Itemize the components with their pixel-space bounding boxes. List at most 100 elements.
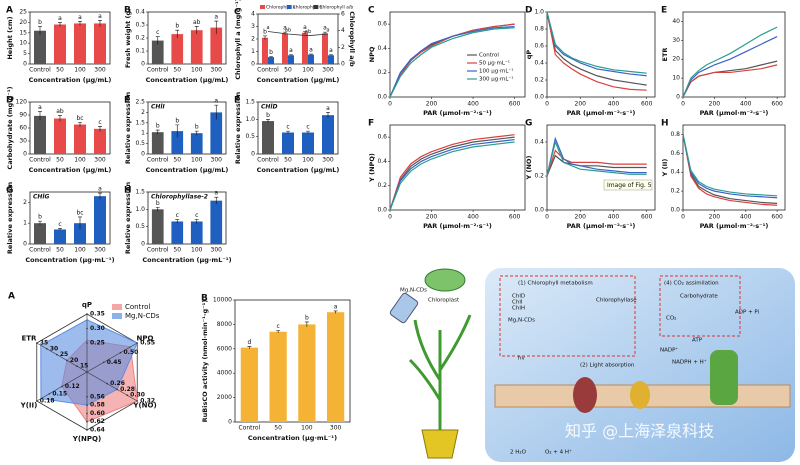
y-tick-label: 2 (23, 199, 27, 206)
error-bar (329, 54, 333, 56)
series-line (682, 36, 778, 98)
series-line (546, 149, 647, 177)
y-tick-label: 0.0 (377, 94, 387, 101)
error-bar (155, 206, 160, 212)
bar (54, 229, 66, 244)
significance-letter: a (303, 24, 307, 31)
x-tick-label: 200 (426, 214, 438, 221)
x-tick-label: 600 (771, 101, 783, 108)
y-axis-label: Y (NO) (525, 156, 533, 181)
legend-swatch (112, 313, 122, 319)
x-tick-label: 300 (94, 247, 106, 254)
x-tick-label: 100 (301, 425, 313, 432)
radar-tick (116, 388, 118, 391)
label: ChlI (512, 300, 523, 306)
y-tick-label: 0.5 (135, 140, 145, 147)
y-tick-label: 0 (141, 151, 145, 158)
x-tick-label: 50 (173, 67, 181, 74)
legend-swatch (286, 5, 292, 9)
watermark: 知乎 @上海泽泉科技 (565, 422, 714, 441)
plot-frame (29, 191, 111, 245)
bar (282, 33, 288, 64)
x-tick-label: 50 (284, 67, 292, 74)
label: Chlorophyllase (596, 298, 637, 304)
x-axis-label: Concentration (μg/mL) (146, 166, 229, 174)
significance-letter: a (326, 105, 330, 112)
radar-tick-label: 35 (40, 340, 48, 347)
y-tick-label: 4 (251, 11, 255, 18)
x-tick-label: 200 (575, 214, 587, 221)
plot-frame (29, 101, 111, 155)
plot-frame (682, 124, 786, 211)
error-bar (306, 130, 310, 134)
error-bar (304, 321, 309, 327)
panel-label: E (661, 6, 667, 16)
axis-name: Y(NO) (132, 402, 156, 410)
radar-tick-label: 0.30 (90, 325, 105, 332)
radar-tick (119, 351, 122, 354)
legend-label: Control (125, 303, 150, 311)
significance-letter: a (323, 25, 327, 32)
series-line (546, 11, 647, 74)
y-tick-label: 20 (19, 19, 27, 26)
panel-label: C (234, 8, 241, 18)
x-tick-label: 300 (322, 157, 334, 164)
x-tick-label: 200 (575, 101, 587, 108)
bar (269, 331, 287, 422)
axis-name: Y(NPQ) (72, 435, 101, 443)
radar-tick (76, 365, 78, 368)
x-axis-label: Concentration (μg/mL) (146, 76, 229, 84)
radar-tick-label: 0.25 (90, 340, 105, 347)
legend-label: Control (479, 53, 499, 59)
radar-tick (56, 353, 58, 356)
bar (171, 221, 184, 244)
x-axis-label: PAR (μmol·m⁻²·s⁻¹) (700, 222, 769, 230)
spray-bottle (389, 292, 419, 324)
significance-letter: b (263, 28, 267, 35)
legend-label: 100 μg·mL⁻¹ (479, 68, 514, 75)
significance-letter: a (38, 104, 42, 111)
radar-tick (35, 400, 38, 402)
x-tick-label: 600 (771, 214, 783, 221)
series-line (546, 140, 647, 177)
x-tick-label: 400 (467, 214, 479, 221)
y-tick-label: 25 (19, 9, 27, 16)
y-tick-label: 0.4 (670, 169, 680, 176)
label: ATP (692, 338, 703, 344)
significance-letter: a (326, 28, 329, 34)
x-tick-label: 300 (211, 247, 223, 254)
label: Mg,N-CDs (400, 288, 427, 294)
significance-letter: bc (76, 209, 83, 216)
y-tick-label: 2000 (217, 394, 232, 401)
y-axis-label: Chlorophyll a (mg·g⁻¹) (234, 0, 242, 80)
y-axis-label: Fresh weight (g) (124, 8, 132, 68)
series-line (682, 64, 778, 98)
x-tick-label: 0 (388, 101, 392, 108)
y-tick-label: 0.8 (534, 26, 544, 33)
y-tick-label: 0.2 (534, 77, 544, 84)
x-axis-label: Concentration (μg·mL⁻¹) (142, 256, 231, 264)
radar-tick (86, 313, 88, 315)
panel-label: B (124, 6, 131, 16)
error-bar (247, 346, 252, 349)
x-tick-label: 600 (641, 101, 653, 108)
label: (4) CO₂ assimilation (664, 281, 719, 287)
bar (34, 30, 46, 64)
radar-tick-label: 0.50 (123, 349, 138, 356)
y-tick-label: 0.4 (377, 158, 387, 165)
y-tick-label: 0.0 (534, 207, 544, 214)
plot-frame (546, 11, 656, 98)
panel-label: C (368, 6, 375, 16)
radar-tick (126, 394, 128, 397)
radar-tick-label: 0.55 (140, 340, 155, 347)
error-bar (58, 22, 62, 27)
label: hv (518, 356, 525, 362)
significance-letter: c (98, 119, 101, 126)
x-tick-label: 100 (74, 157, 86, 164)
y-tick-label: 8000 (217, 321, 232, 328)
label: (1) Chlorophyll metabolism (518, 281, 593, 287)
radar-tick (86, 429, 88, 431)
plot-frame (147, 191, 227, 245)
x-tick-label: 0 (545, 101, 549, 108)
